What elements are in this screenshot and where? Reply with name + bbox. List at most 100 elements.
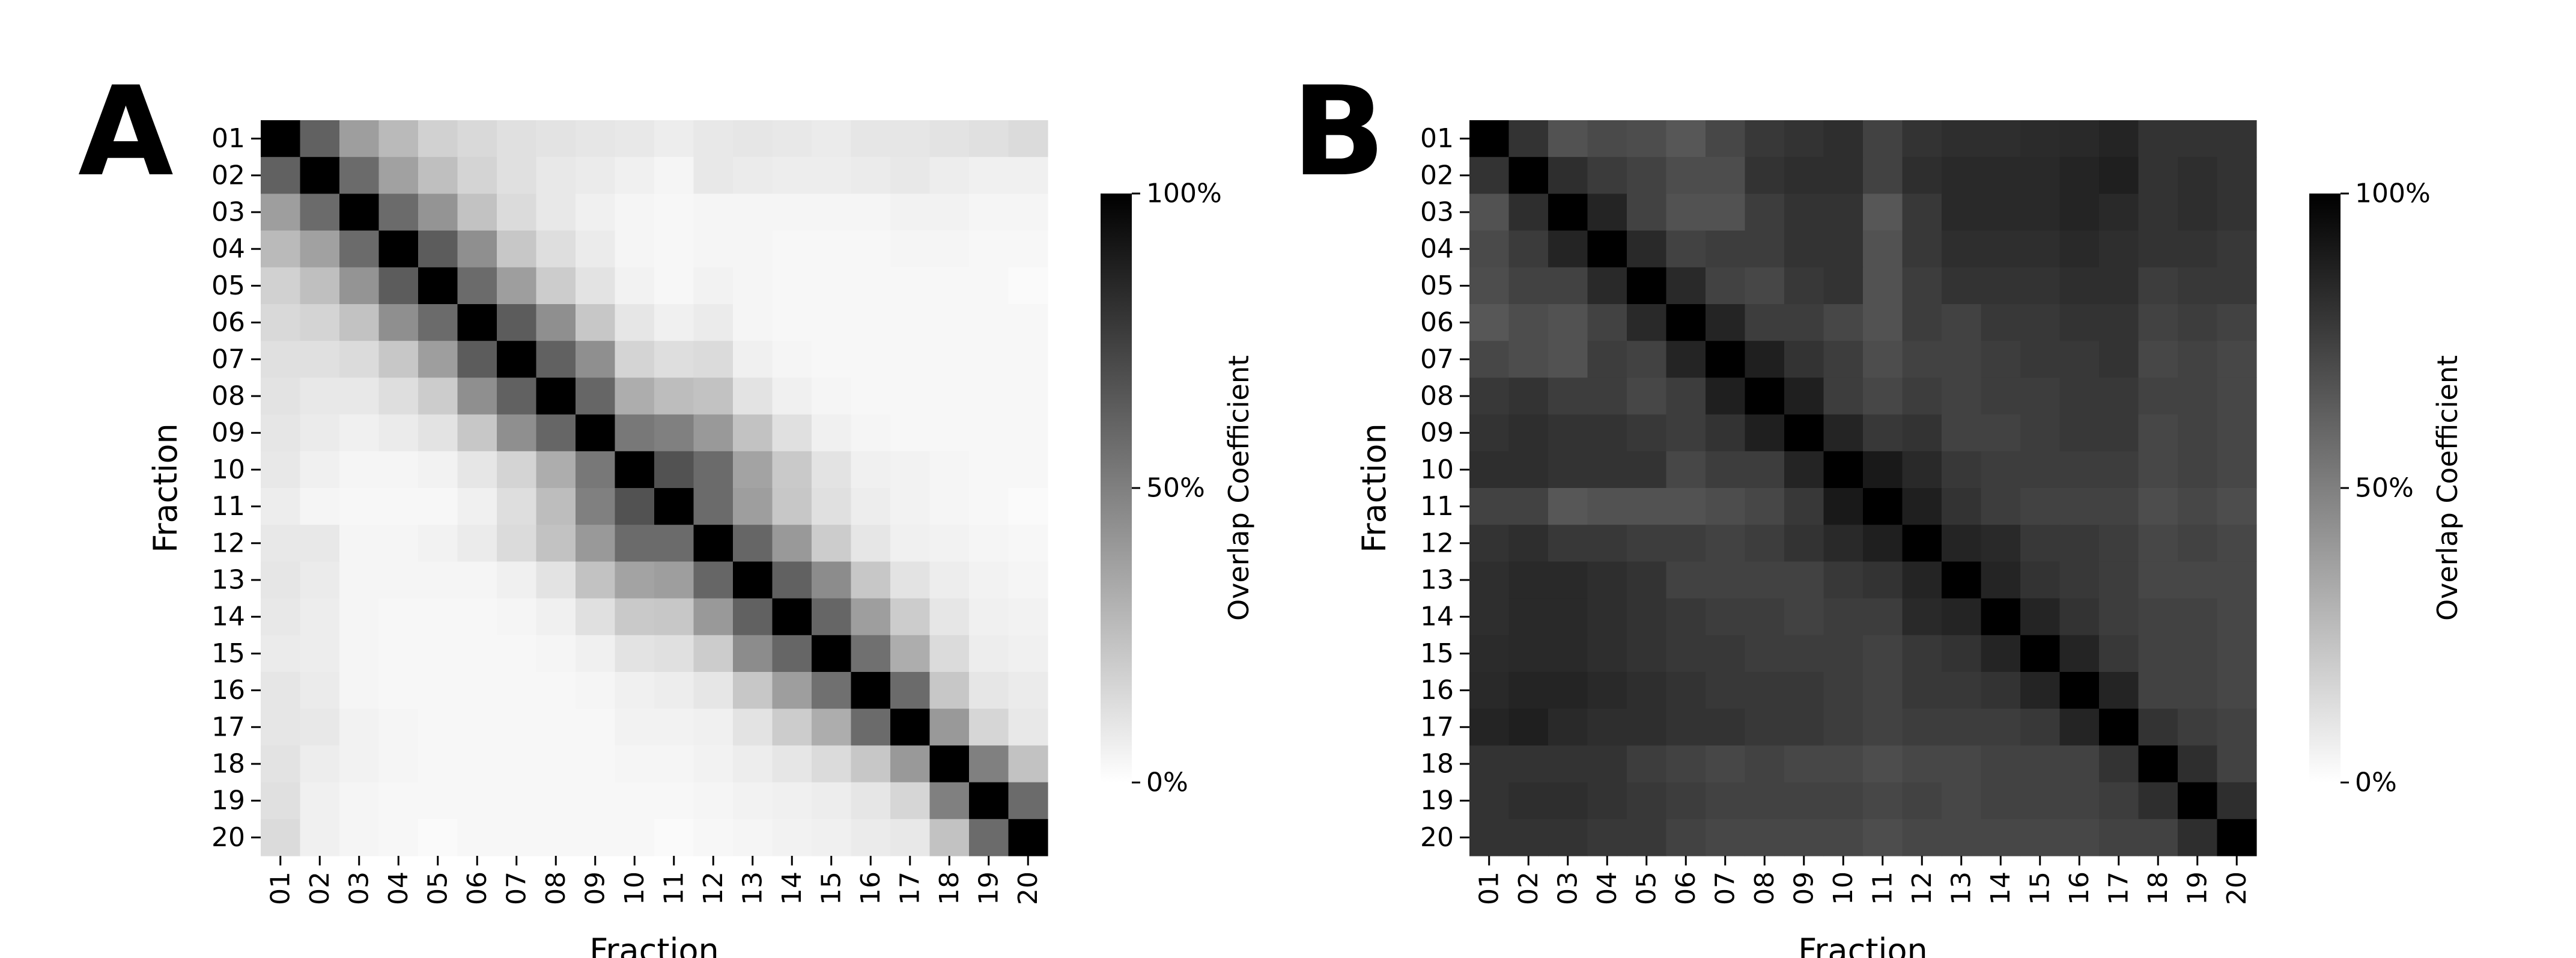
heatmap-cell xyxy=(2178,194,2218,231)
heatmap-cell xyxy=(1548,709,1588,746)
heatmap-cell xyxy=(1902,525,1942,562)
heatmap-cell xyxy=(536,782,576,820)
heatmap-cell xyxy=(1627,488,1667,525)
heatmap-cell xyxy=(654,488,694,525)
heatmap-cell xyxy=(1745,709,1785,746)
heatmap-cell xyxy=(2217,194,2257,231)
heatmap-cell xyxy=(1548,782,1588,820)
heatmap-cell xyxy=(929,230,970,268)
heatmap-cell xyxy=(1587,488,1627,525)
heatmap-cell xyxy=(2059,230,2100,268)
heatmap-cell xyxy=(1706,672,1746,709)
heatmap-cell xyxy=(1548,157,1588,194)
heatmap-cell xyxy=(300,230,340,268)
heatmap-cell xyxy=(2099,120,2139,157)
heatmap-cell xyxy=(339,672,380,709)
colorbar-label: Overlap Coefficient xyxy=(2431,355,2464,621)
heatmap-cell xyxy=(2020,819,2061,856)
y-tick-label: 03 xyxy=(211,197,245,228)
heatmap-cell xyxy=(929,120,970,157)
heatmap-cell xyxy=(1863,304,1903,341)
heatmap-cell xyxy=(1008,341,1048,378)
heatmap-cell xyxy=(969,157,1009,194)
heatmap-cell xyxy=(300,525,340,562)
heatmap-cell xyxy=(1587,267,1627,305)
heatmap-cell xyxy=(576,745,616,783)
heatmap-cell xyxy=(1548,120,1588,157)
heatmap-cell xyxy=(733,819,773,856)
heatmap-cell xyxy=(261,745,301,783)
heatmap-cell xyxy=(300,304,340,341)
x-tick-label: 11 xyxy=(1867,871,1898,905)
heatmap-cell xyxy=(851,635,891,673)
heatmap-cell xyxy=(1508,304,1549,341)
heatmap-cell xyxy=(1548,267,1588,305)
heatmap-cell xyxy=(457,267,497,305)
heatmap-cell xyxy=(2099,782,2139,820)
heatmap-cell xyxy=(536,709,576,746)
heatmap-cell xyxy=(1666,488,1706,525)
heatmap-cell xyxy=(693,598,734,636)
x-tick-label: 08 xyxy=(1749,871,1780,905)
heatmap-cell xyxy=(576,488,616,525)
heatmap-cell xyxy=(2138,672,2178,709)
heatmap-cell xyxy=(1981,157,2021,194)
heatmap-cell xyxy=(1863,194,1903,231)
heatmap-cell xyxy=(536,377,576,415)
heatmap-cell xyxy=(929,304,970,341)
x-tick-label: 03 xyxy=(1552,871,1583,905)
heatmap-cell xyxy=(929,525,970,562)
heatmap-cell xyxy=(654,451,694,489)
heatmap-cell xyxy=(339,782,380,820)
heatmap-cell xyxy=(890,525,931,562)
heatmap-cell xyxy=(733,561,773,599)
heatmap-cell xyxy=(1863,709,1903,746)
heatmap-cell xyxy=(733,709,773,746)
heatmap-cell xyxy=(615,194,655,231)
heatmap-cell xyxy=(615,598,655,636)
heatmap-cell xyxy=(1548,525,1588,562)
heatmap-cell xyxy=(1745,194,1785,231)
heatmap-cell xyxy=(969,341,1009,378)
heatmap-cell xyxy=(1548,230,1588,268)
x-tick-label: 17 xyxy=(895,871,925,905)
heatmap-cell xyxy=(2217,120,2257,157)
heatmap-cell xyxy=(1627,819,1667,856)
heatmap-cell xyxy=(1627,267,1667,305)
heatmap-cell xyxy=(1784,819,1824,856)
heatmap-cell xyxy=(1863,230,1903,268)
heatmap-cell xyxy=(1627,709,1667,746)
heatmap-cell xyxy=(1863,561,1903,599)
heatmap-cell xyxy=(418,377,458,415)
heatmap-cell xyxy=(733,414,773,452)
heatmap-cell xyxy=(339,561,380,599)
heatmap-cell xyxy=(1666,819,1706,856)
y-tick-label: 15 xyxy=(1420,638,1454,669)
heatmap-cell xyxy=(497,194,537,231)
heatmap-cell xyxy=(654,267,694,305)
x-tick-label: 12 xyxy=(1907,871,1937,905)
heatmap-cell xyxy=(536,672,576,709)
y-tick-label: 20 xyxy=(211,822,245,853)
heatmap-cell xyxy=(654,782,694,820)
heatmap-cell xyxy=(457,635,497,673)
heatmap-cell xyxy=(300,488,340,525)
heatmap-cell xyxy=(2099,414,2139,452)
heatmap-cell xyxy=(1508,120,1549,157)
heatmap-cell xyxy=(1666,745,1706,783)
heatmap-cell xyxy=(693,709,734,746)
heatmap-cell xyxy=(1823,488,1864,525)
heatmap-cell xyxy=(2217,341,2257,378)
x-tick-label: 14 xyxy=(1985,871,2016,905)
heatmap-cell xyxy=(261,598,301,636)
heatmap-cell xyxy=(851,267,891,305)
x-tick-label: 07 xyxy=(1710,871,1740,905)
heatmap-cell xyxy=(339,598,380,636)
heatmap-cell xyxy=(300,561,340,599)
heatmap-cell xyxy=(1823,230,1864,268)
heatmap-cell xyxy=(1508,561,1549,599)
heatmap-cell xyxy=(2099,267,2139,305)
heatmap-cell xyxy=(2099,157,2139,194)
heatmap-cell xyxy=(1784,672,1824,709)
heatmap-cell xyxy=(1548,598,1588,636)
